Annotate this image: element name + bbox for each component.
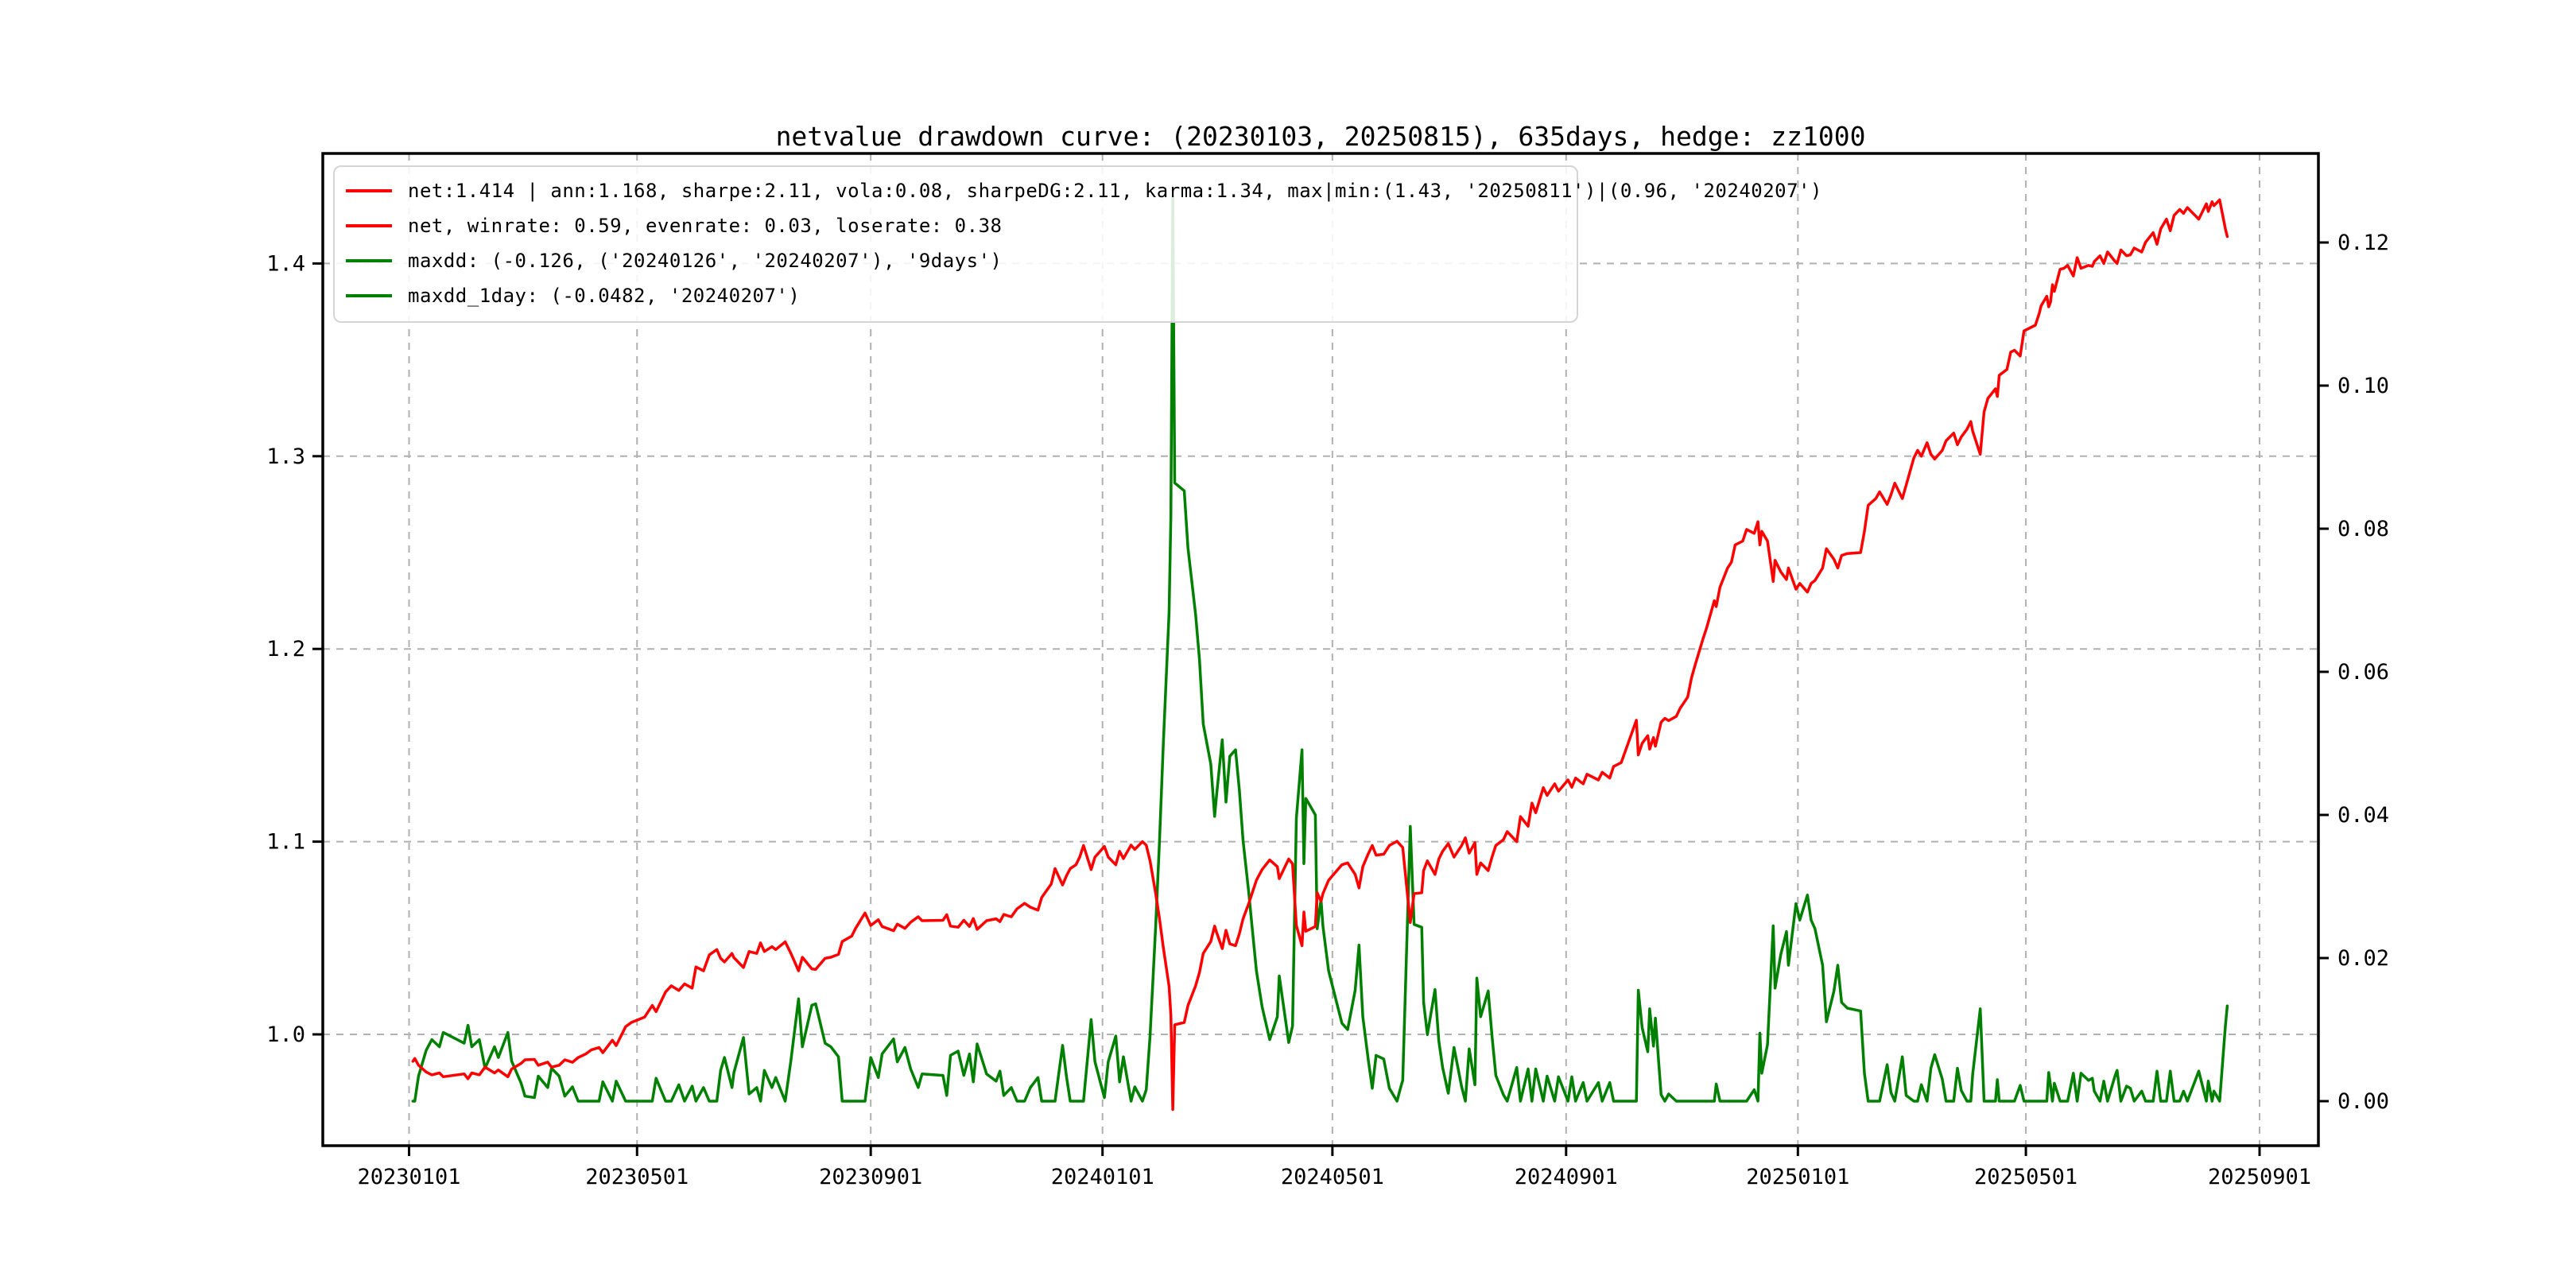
left-axis-tick-label: 1.0 [266, 1022, 305, 1047]
x-axis-tick-label: 20230901 [819, 1165, 922, 1189]
legend-label: maxdd: (-0.126, ('20240126', '20240207')… [408, 250, 1003, 272]
left-axis-tick-label: 1.1 [266, 830, 305, 855]
legend-row-maxdd-1day: maxdd_1day: (-0.0482, '20240207') [335, 278, 1577, 313]
right-axis-tick-label: 0.08 [2337, 517, 2389, 541]
maxdd-line-swatch-icon [346, 259, 392, 262]
legend-row-maxdd: maxdd: (-0.126, ('20240126', '20240207')… [335, 243, 1577, 278]
left-axis-tick-label: 1.4 [266, 251, 305, 276]
x-axis-tick-label: 20230101 [357, 1165, 460, 1189]
x-axis-tick-label: 20230501 [585, 1165, 689, 1189]
legend-label: net, winrate: 0.59, evenrate: 0.03, lose… [408, 215, 1003, 237]
left-axis-tick-label: 1.3 [266, 444, 305, 469]
maxdd-1day-line-swatch-icon [346, 294, 392, 297]
maxdd-curve [411, 195, 2229, 1103]
legend-row-net-rates: net, winrate: 0.59, evenrate: 0.03, lose… [335, 208, 1577, 243]
right-axis-tick-label: 0.04 [2337, 803, 2389, 828]
net-line-swatch-icon [346, 224, 392, 227]
right-axis-tick-label: 0.02 [2337, 946, 2389, 971]
x-axis-tick-label: 20240501 [1281, 1165, 1384, 1189]
x-axis-tick-label: 20250101 [1746, 1165, 1849, 1189]
legend-label: maxdd_1day: (-0.0482, '20240207') [408, 285, 801, 307]
right-axis-tick-label: 0.06 [2337, 660, 2389, 685]
legend-label: net:1.414 | ann:1.168, sharpe:2.11, vola… [408, 180, 1822, 202]
legend: net:1.414 | ann:1.168, sharpe:2.11, vola… [333, 165, 1821, 323]
right-axis-tick-label: 0.12 [2337, 231, 2389, 255]
x-axis-tick-label: 20250901 [2208, 1165, 2311, 1189]
chart-title: netvalue drawdown curve: (20230103, 2025… [775, 121, 1866, 152]
net-curve [411, 198, 2229, 1111]
right-axis-tick-label: 0.00 [2337, 1089, 2389, 1114]
x-axis-tick-label: 20240101 [1051, 1165, 1154, 1189]
x-axis-tick-label: 20240901 [1515, 1165, 1618, 1189]
x-axis-tick-label: 20250501 [1974, 1165, 2077, 1189]
net-line-swatch-icon [346, 189, 392, 192]
right-axis-tick-label: 0.10 [2337, 374, 2389, 398]
legend-row-net-stats: net:1.414 | ann:1.168, sharpe:2.11, vola… [335, 173, 1821, 208]
left-axis-tick-label: 1.2 [266, 637, 305, 661]
